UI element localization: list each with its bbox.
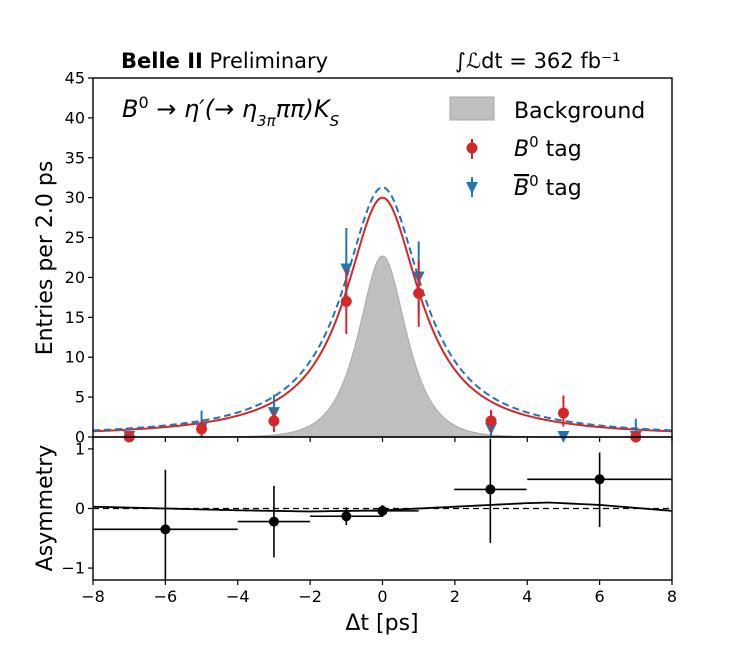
bottom-x-tick-label: −8 <box>81 587 105 606</box>
background-fill <box>93 255 672 438</box>
top-y-tick-label: 35 <box>65 148 85 167</box>
asymmetry-marker <box>160 524 171 535</box>
b0-data-points <box>123 259 642 443</box>
top-y-tick-label: 5 <box>75 388 85 407</box>
top-y-tick-label: 40 <box>65 108 85 127</box>
legend-b0bar-label: B0 tag <box>514 172 582 201</box>
bottom-x-tick-label: 2 <box>450 587 460 606</box>
bottom-x-tick-label: 8 <box>667 587 677 606</box>
asymmetry-marker <box>341 511 352 522</box>
top-y-tick-label: 30 <box>65 188 85 207</box>
asymmetry-data-points <box>93 438 672 580</box>
bottom-y-axis: −1 0 1 <box>61 439 93 578</box>
top-y-axis: 0 5 10 15 20 25 30 35 40 45 <box>65 69 93 447</box>
top-y-tick-label: 0 <box>75 428 85 447</box>
b0-marker <box>557 407 569 419</box>
bottom-x-tick-label: −2 <box>298 587 322 606</box>
experiment-bold: Belle II <box>121 49 203 73</box>
asymmetry-marker <box>594 474 605 485</box>
b0-fit-curve <box>92 196 673 433</box>
luminosity-label: ∫ℒdt = 362 fb⁻¹ <box>455 49 621 73</box>
legend-background-label: Background <box>514 99 645 124</box>
legend-background-swatch <box>449 96 495 121</box>
bottom-y-tick-label: −1 <box>61 559 85 578</box>
asymmetry-marker <box>268 516 279 527</box>
legend-b0bar-marker <box>466 182 478 194</box>
top-y-tick-label: 45 <box>65 69 85 88</box>
b0-marker <box>268 415 280 427</box>
bottom-y-tick-label: 0 <box>75 499 85 518</box>
bottom-panel: −1 0 1 −8 −6 −4 −2 0 2 4 6 8 Asymmetry Δt [ps] <box>33 436 677 636</box>
top-y-tick-label: 20 <box>65 268 85 287</box>
bottom-y-axis-label: Asymmetry <box>33 445 58 572</box>
b0-marker <box>413 287 425 299</box>
top-y-tick-label: 15 <box>65 308 85 327</box>
top-y-tick-label: 10 <box>65 348 85 367</box>
asymmetry-marker <box>485 484 496 495</box>
experiment-rest: Preliminary <box>203 49 328 73</box>
b0-marker <box>196 423 208 435</box>
bottom-x-tick-label: 6 <box>595 587 605 606</box>
legend-b0-marker <box>466 142 478 154</box>
experiment-label: Belle II Preliminary <box>121 49 328 73</box>
b0-marker <box>340 295 352 307</box>
asymmetry-marker <box>377 505 388 516</box>
b0-marker <box>485 415 497 427</box>
bottom-x-tick-label: 0 <box>377 587 387 606</box>
top-y-tick-label: 25 <box>65 228 85 247</box>
bottom-x-tick-label: −4 <box>226 587 250 606</box>
top-x-ticks <box>92 437 673 442</box>
bottom-x-axis: −8 −6 −4 −2 0 2 4 6 8 <box>81 580 677 606</box>
process-label: B0 → η′(→ η3πππ)KS <box>122 93 340 131</box>
bottom-y-tick-label: 1 <box>75 439 85 458</box>
legend: Background B0 tag B0 tag <box>449 96 645 201</box>
bottom-x-tick-label: −6 <box>154 587 178 606</box>
legend-b0-label: B0 tag <box>514 133 582 162</box>
x-axis-label: Δt [ps] <box>345 611 418 636</box>
bottom-x-tick-label: 4 <box>522 587 532 606</box>
top-y-axis-label: Entries per 2.0 ps <box>33 161 58 356</box>
top-panel: 0 5 10 15 20 25 30 35 40 45 B0 → η′(→ η3πππ)KS Ba… <box>33 69 673 447</box>
